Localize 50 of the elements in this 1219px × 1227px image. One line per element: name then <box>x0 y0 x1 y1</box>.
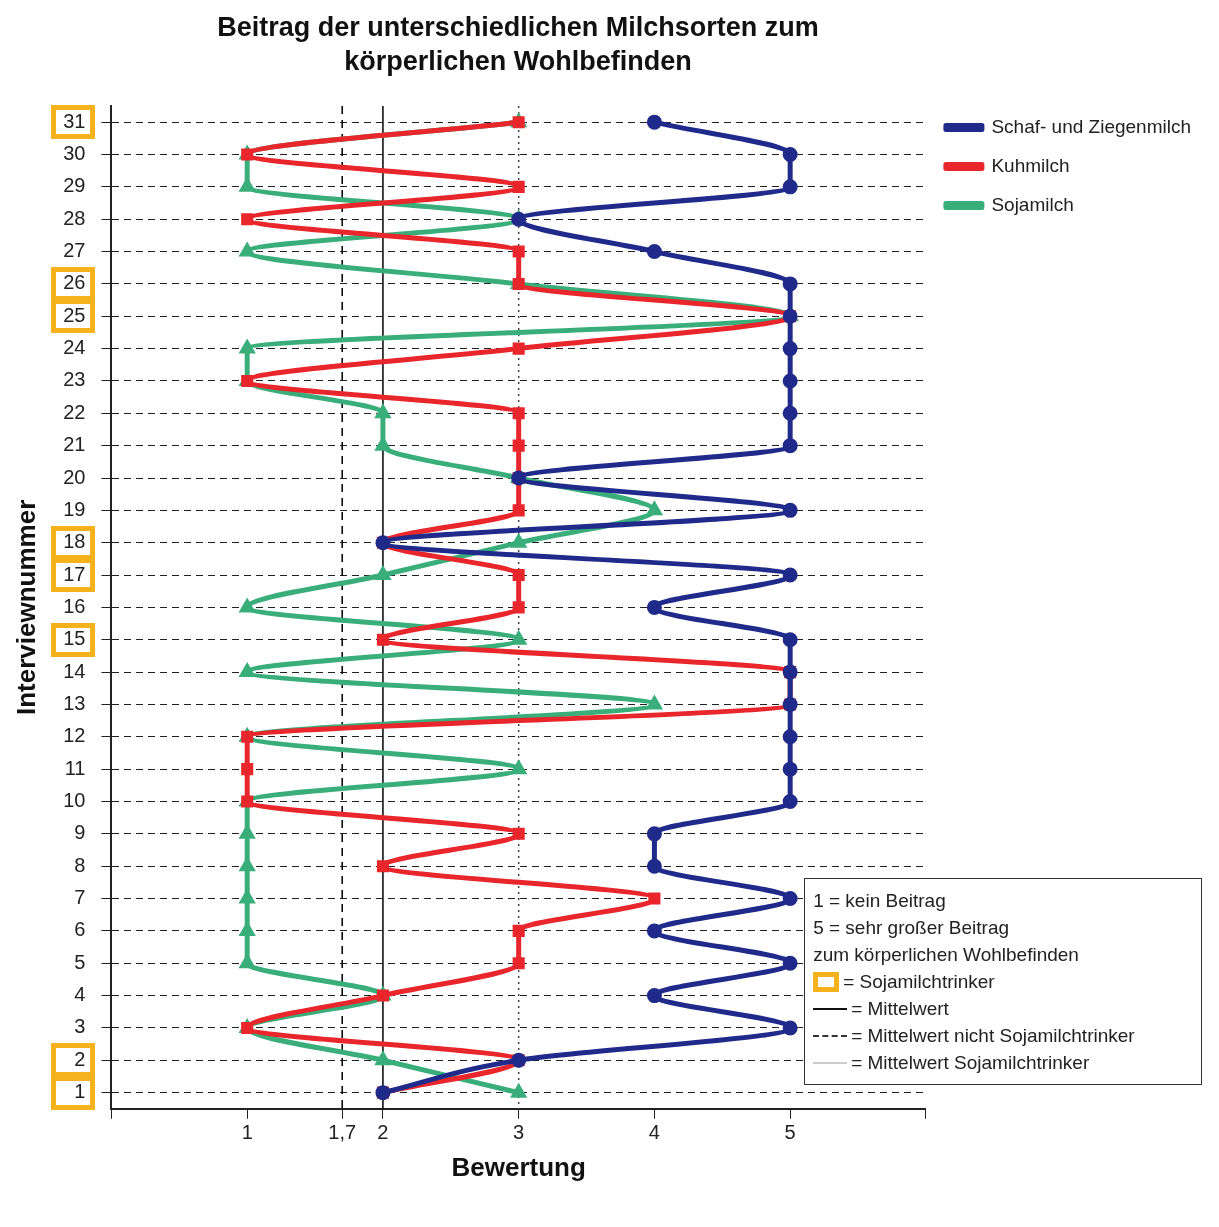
y-tick-label: 20 <box>63 465 86 488</box>
y-tick-label: 23 <box>63 368 86 391</box>
chart-title: Beitrag der unterschiedlichen Milchsorten zum körperlichen Wohlbefinden <box>216 11 820 78</box>
annotation: zum körperlichen Wohlbefinden <box>813 943 1080 967</box>
y-tick-label: 22 <box>63 400 86 423</box>
y-tick-label: 13 <box>63 691 86 714</box>
y-tick-label: 18 <box>63 530 86 553</box>
y-tick-label: 10 <box>63 789 86 812</box>
y-tick-label: 7 <box>74 886 86 909</box>
annotation: = Sojamilchtrinker <box>843 970 995 994</box>
y-tick-label: 8 <box>74 853 86 876</box>
y-axis-title: Interviewnummer <box>10 499 41 716</box>
legend-label: Kuhmilch <box>991 154 1070 176</box>
y-tick-label: 27 <box>63 239 86 262</box>
y-tick-label: 14 <box>63 659 86 682</box>
y-tick-label: 29 <box>63 174 86 197</box>
x-tick-label: 1 <box>241 1121 253 1144</box>
annotation: = Mittelwert Sojamilchtrinker <box>851 1051 1090 1075</box>
y-tick-label: 11 <box>64 756 86 779</box>
legend-label: Sojamilch <box>991 193 1074 215</box>
annotation: 5 = sehr großer Beitrag <box>813 916 1011 940</box>
y-tick-label: 30 <box>63 142 86 165</box>
y-tick-label: 31 <box>63 109 86 132</box>
y-tick-label: 5 <box>74 950 86 973</box>
x-tick-label: 2 <box>377 1121 389 1144</box>
y-tick-label: 16 <box>63 594 86 617</box>
y-tick-label: 9 <box>74 821 86 844</box>
x-tick-label: 5 <box>784 1121 796 1144</box>
y-tick-label: 21 <box>63 433 86 456</box>
y-tick-label: 25 <box>63 303 86 326</box>
legend-label: Schaf- und Ziegenmilch <box>991 115 1192 137</box>
annotation: = Mittelwert <box>851 997 949 1021</box>
y-tick-label: 2 <box>74 1047 86 1070</box>
x-axis-title: Bewertung <box>451 1151 586 1182</box>
y-tick-label: 17 <box>63 562 86 585</box>
y-tick-label: 12 <box>63 724 86 747</box>
y-tick-label: 1 <box>74 1080 86 1103</box>
x-tick-label: 1,7 <box>328 1121 357 1144</box>
y-tick-label: 28 <box>63 206 86 229</box>
annotation: 1 = kein Beitrag <box>813 889 947 913</box>
y-tick-label: 3 <box>74 1015 86 1038</box>
y-tick-label: 4 <box>74 983 86 1006</box>
annotation: = Mittelwert nicht Sojamilchtrinker <box>851 1024 1135 1048</box>
y-tick-label: 6 <box>74 918 86 941</box>
y-tick-label: 26 <box>63 271 86 294</box>
y-tick-label: 24 <box>63 336 86 359</box>
x-tick-label: 4 <box>648 1121 660 1144</box>
x-tick-label: 3 <box>513 1121 525 1144</box>
y-tick-label: 19 <box>63 497 86 520</box>
y-tick-label: 15 <box>63 627 86 650</box>
